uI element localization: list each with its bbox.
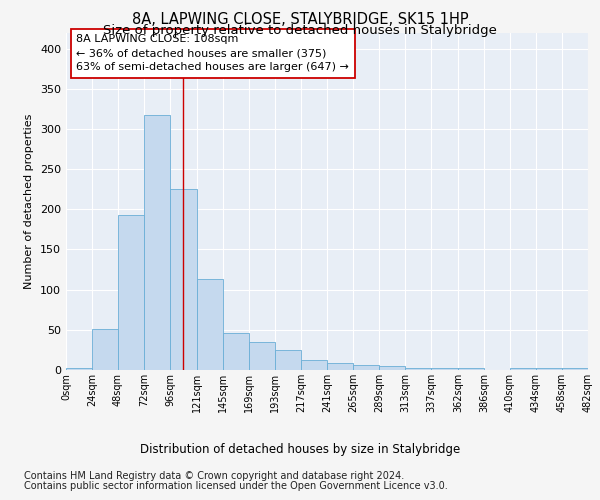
Bar bbox=[431, 368, 458, 370]
Bar bbox=[249, 342, 275, 370]
Bar bbox=[275, 350, 301, 370]
Text: 8A, LAPWING CLOSE, STALYBRIDGE, SK15 1HP: 8A, LAPWING CLOSE, STALYBRIDGE, SK15 1HP bbox=[131, 12, 469, 28]
Text: Contains public sector information licensed under the Open Government Licence v3: Contains public sector information licen… bbox=[24, 481, 448, 491]
Bar bbox=[458, 368, 484, 370]
Bar bbox=[510, 368, 536, 370]
Bar bbox=[379, 366, 405, 370]
Bar bbox=[223, 333, 249, 370]
Bar bbox=[118, 215, 144, 370]
Text: Size of property relative to detached houses in Stalybridge: Size of property relative to detached ho… bbox=[103, 24, 497, 37]
Bar bbox=[536, 368, 562, 370]
Bar bbox=[92, 329, 118, 370]
Text: Distribution of detached houses by size in Stalybridge: Distribution of detached houses by size … bbox=[140, 442, 460, 456]
Bar bbox=[353, 365, 379, 370]
Bar bbox=[301, 360, 327, 370]
Bar bbox=[405, 368, 431, 370]
Bar bbox=[66, 368, 92, 370]
Bar bbox=[144, 116, 170, 370]
Bar bbox=[197, 279, 223, 370]
Y-axis label: Number of detached properties: Number of detached properties bbox=[25, 114, 34, 289]
Bar bbox=[327, 363, 353, 370]
Bar bbox=[562, 368, 588, 370]
Text: 8A LAPWING CLOSE: 108sqm
← 36% of detached houses are smaller (375)
63% of semi-: 8A LAPWING CLOSE: 108sqm ← 36% of detach… bbox=[76, 34, 349, 72]
Text: Contains HM Land Registry data © Crown copyright and database right 2024.: Contains HM Land Registry data © Crown c… bbox=[24, 471, 404, 481]
Bar bbox=[170, 189, 197, 370]
